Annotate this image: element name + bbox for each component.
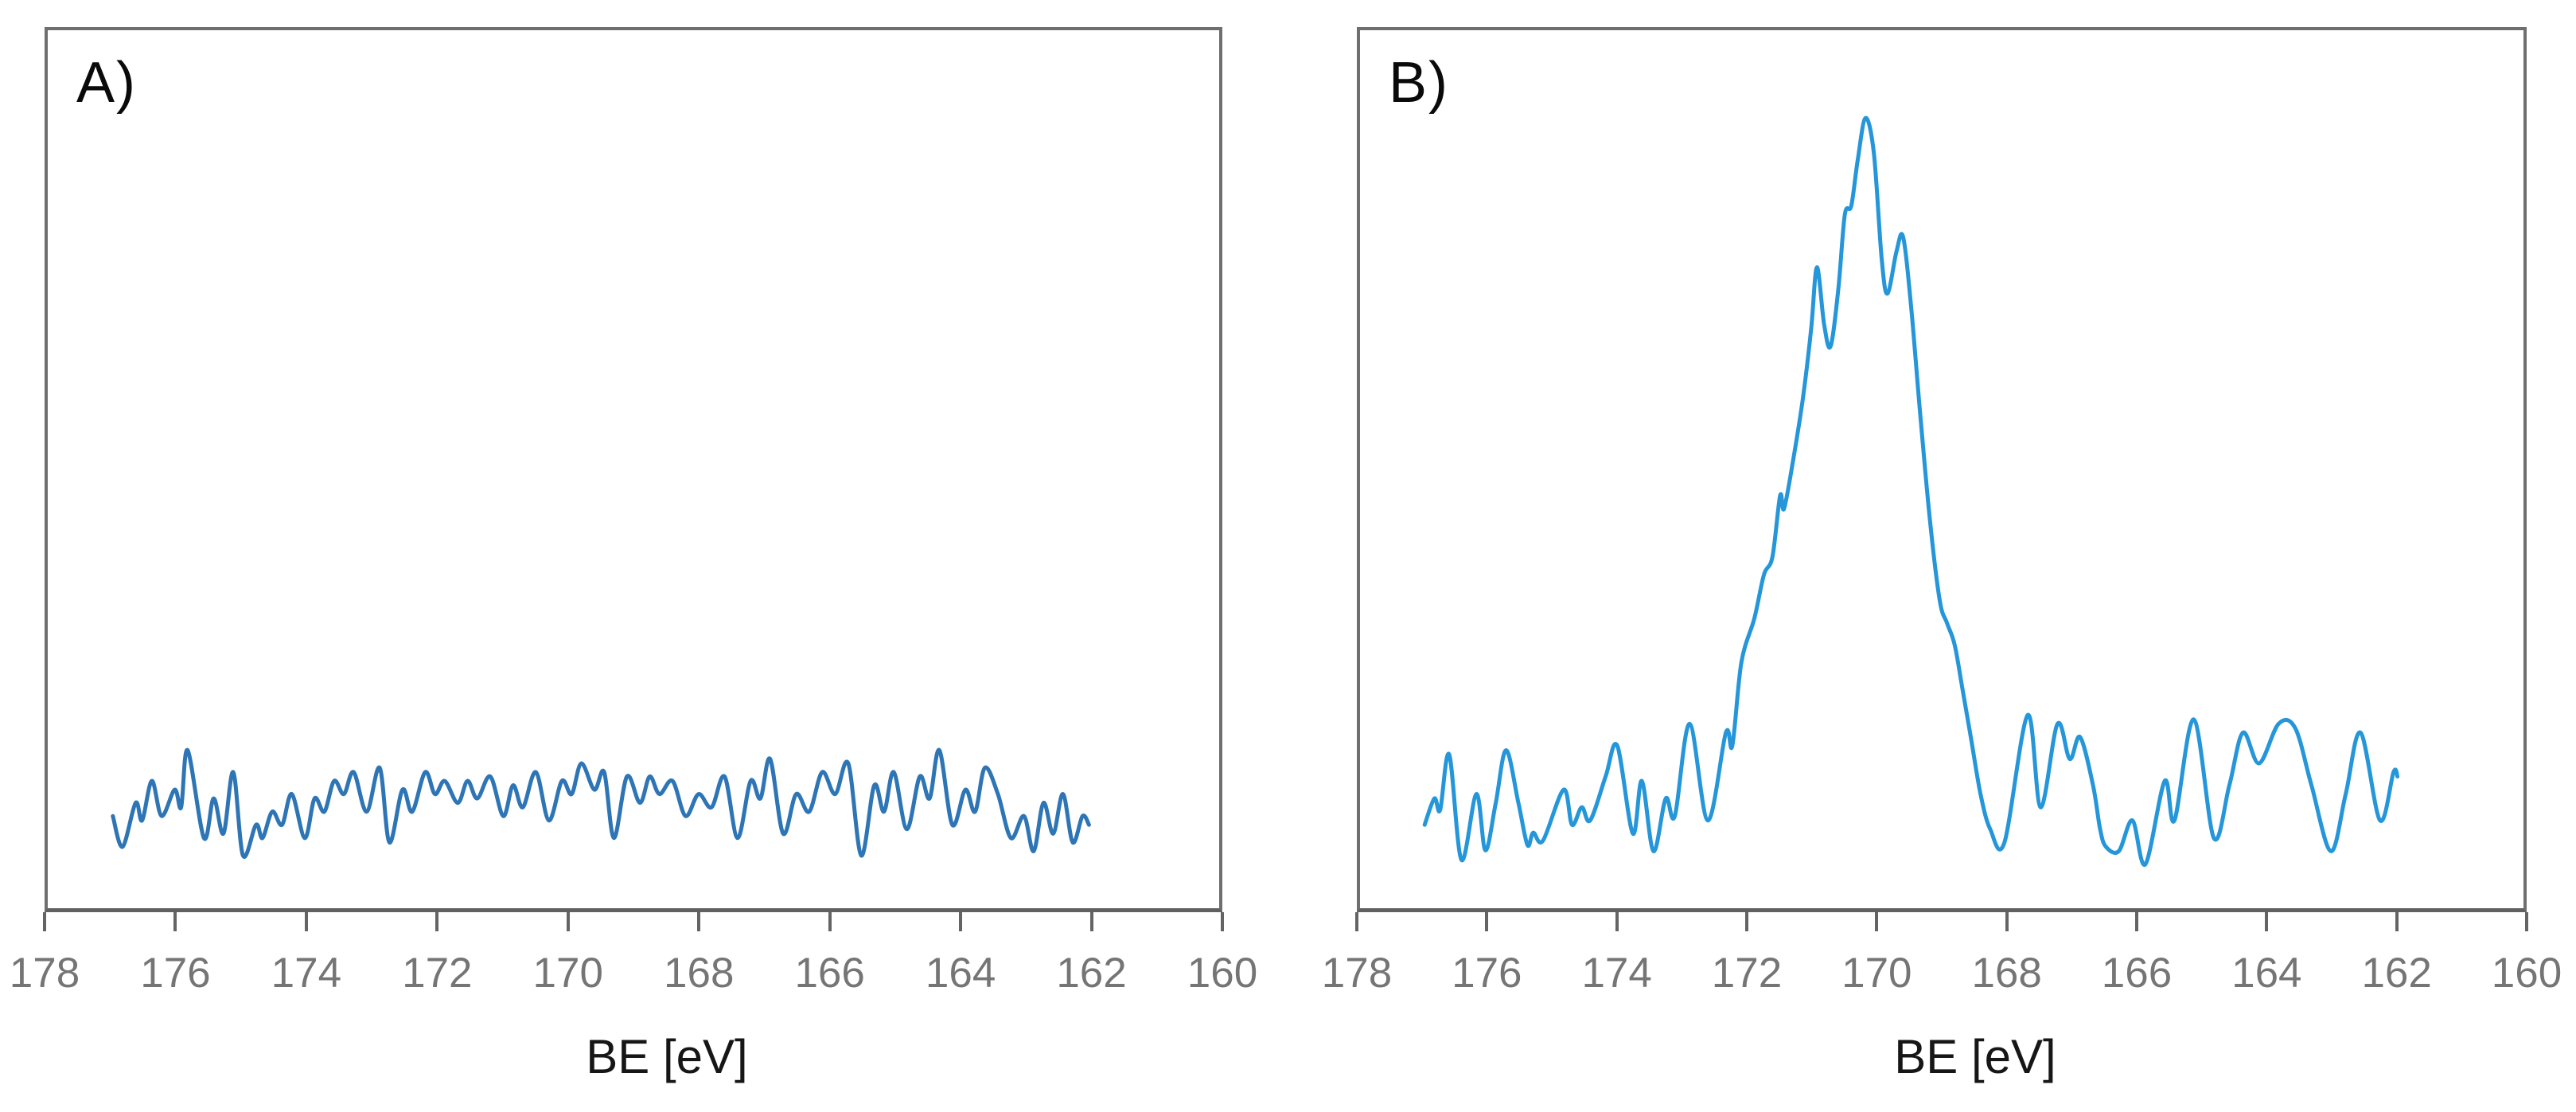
x-axis-tick-label: 160 [1187, 950, 1258, 997]
x-axis-tick-mark [2525, 912, 2528, 931]
x-axis-tick-mark [2135, 912, 2138, 931]
plot-area-b: B) [1357, 27, 2527, 912]
x-axis-tick-mark [1089, 912, 1093, 931]
x-axis-tick-label: 160 [2491, 950, 2562, 997]
x-axis-tick-label: 168 [664, 950, 735, 997]
x-axis-tick-label: 166 [2101, 950, 2173, 997]
x-axis-tick-mark [1221, 912, 1224, 931]
spectrum-line-b [1422, 115, 2400, 867]
x-axis-tick-label: 178 [1321, 950, 1393, 997]
x-axis-tick-mark [2265, 912, 2269, 931]
x-axis-tick-mark [1355, 912, 1358, 931]
x-axis-title-b: BE [eV] [1894, 1030, 2056, 1083]
x-axis-tick-mark [566, 912, 570, 931]
x-axis-tick-mark [959, 912, 963, 931]
plot-area-a: A) [45, 27, 1222, 912]
x-axis-tick-mark [304, 912, 308, 931]
x-axis-tick-label: 168 [1971, 950, 2042, 997]
x-axis-tick-mark [697, 912, 701, 931]
x-axis-tick-mark [1745, 912, 1748, 931]
x-axis-tick-label: 172 [402, 950, 473, 997]
x-axis-tick-label: 162 [1056, 950, 1127, 997]
spectrum-chart-b [1422, 115, 2400, 867]
x-axis-tick-label: 164 [925, 950, 996, 997]
x-axis-tick-mark [1485, 912, 1489, 931]
x-axis-tick-label: 162 [2361, 950, 2432, 997]
spectrum-chart-a [111, 747, 1091, 859]
panel-a-label: A) [76, 51, 137, 115]
x-axis-tick-label: 176 [140, 950, 211, 997]
x-axis-tick-label: 176 [1452, 950, 1522, 997]
panel-b-label: B) [1389, 51, 1449, 115]
x-axis-tick-label: 174 [271, 950, 342, 997]
x-axis-tick-label: 166 [794, 950, 865, 997]
x-axis-tick-mark [2005, 912, 2009, 931]
x-axis-tick-label: 172 [1711, 950, 1783, 997]
x-axis-tick-mark [173, 912, 177, 931]
spectrum-line-a [111, 747, 1091, 859]
x-axis-title-a: BE [eV] [586, 1030, 748, 1083]
x-axis-tick-mark [2395, 912, 2399, 931]
x-axis-tick-label: 170 [1841, 950, 1912, 997]
x-axis-tick-mark [1875, 912, 1879, 931]
x-axis-tick-mark [1615, 912, 1619, 931]
panel-a: A) 178 176 174 172 170 168 166 164 162 160 BE [eV… [10, 27, 1257, 1081]
x-axis-tick-mark [435, 912, 439, 931]
x-axis-tick-label: 164 [2231, 950, 2302, 997]
panel-b: B) 178 176 174 172 170 168 166 164 162 160 BE [eV… [1322, 27, 2562, 1081]
x-axis-tick-mark [828, 912, 832, 931]
x-axis-tick-label: 174 [1581, 950, 1652, 997]
x-axis-tick-mark [43, 912, 46, 931]
x-axis-tick-label: 170 [532, 950, 603, 997]
x-axis-tick-label: 178 [9, 950, 80, 997]
